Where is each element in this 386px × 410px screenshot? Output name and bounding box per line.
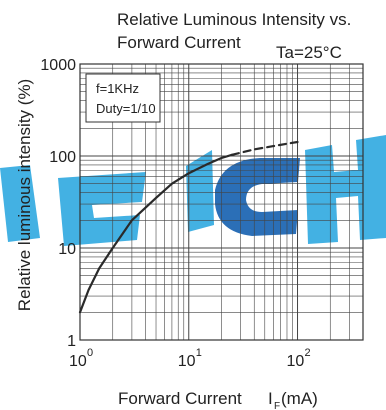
chart-title-line-2: Forward Current (117, 33, 241, 52)
condition-line-1: f=1KHz (96, 81, 139, 96)
y-axis-label: Relative luminous intensity (%) (15, 79, 34, 311)
x-tick-label: 10 (178, 353, 196, 370)
y-tick-label: 100 (49, 149, 76, 166)
chart-title-line-1: Relative Luminous Intensity vs. (117, 10, 351, 29)
x-tick-labels: 10 0 10 1 10 2 (69, 347, 311, 370)
x-axis-unit: (mA) (281, 389, 318, 408)
x-axis-symbol: I (268, 389, 273, 408)
watermark-letter-4 (215, 158, 300, 236)
watermark-letter-2 (58, 172, 146, 246)
curve-dashed-segment (230, 140, 299, 156)
y-tick-label: 1000 (40, 57, 76, 74)
x-tick-label-exponent: 2 (305, 347, 311, 359)
x-axis-label: Forward Current (118, 389, 242, 408)
y-tick-labels: 1 10 100 1000 (40, 57, 76, 350)
x-tick-label-exponent: 1 (196, 347, 202, 359)
condition-line-2: Duty=1/10 (96, 101, 156, 116)
x-axis-subscript: F (274, 401, 280, 410)
x-tick-label: 10 (69, 353, 87, 370)
condition-box: f=1KHz Duty=1/10 (85, 73, 161, 123)
grid (79, 64, 364, 341)
x-tick-label: 10 (287, 353, 305, 370)
temperature-condition: Ta=25°C (276, 43, 342, 62)
plot-frame (79, 63, 364, 341)
curve (78, 140, 299, 314)
watermark-letter-5 (305, 135, 386, 244)
x-tick-label-exponent: 0 (87, 347, 93, 359)
curve-solid-segment (78, 153, 234, 314)
y-tick-label: 10 (58, 241, 76, 258)
watermark-letter-1 (0, 165, 40, 242)
condition-box-frame (85, 73, 161, 123)
y-tick-label: 1 (67, 333, 76, 350)
